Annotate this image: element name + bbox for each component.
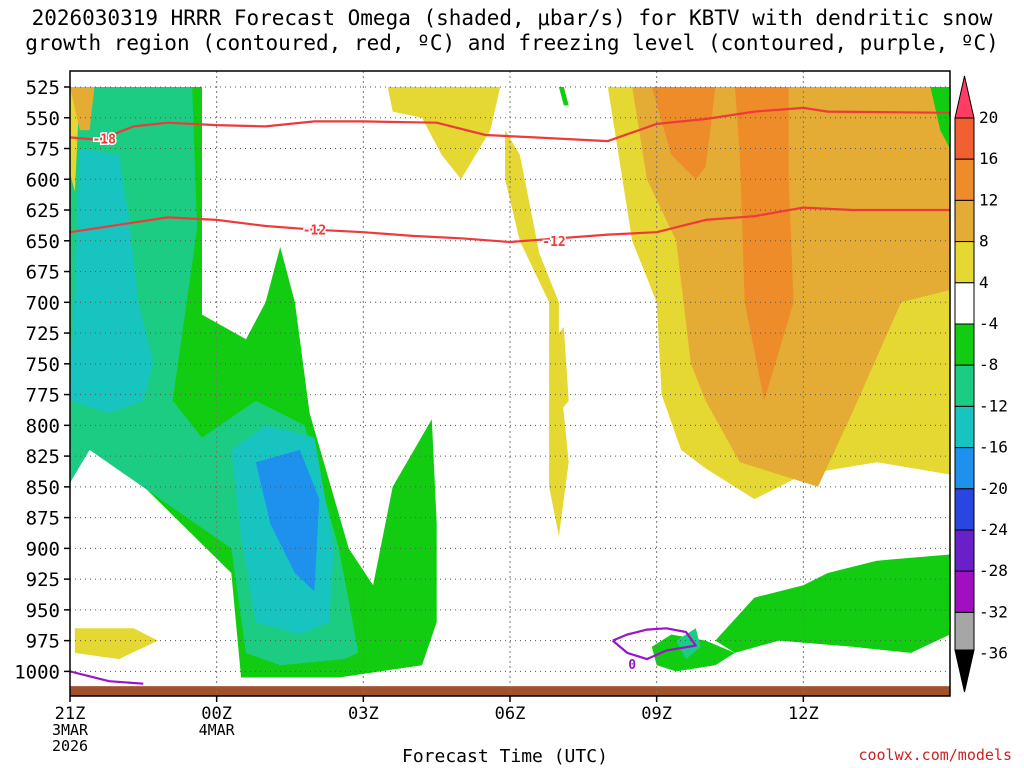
omega-shading — [50, 87, 950, 696]
omega-region--8 — [676, 628, 701, 660]
y-tick-label: 575 — [26, 139, 60, 161]
y-tick-label: 675 — [26, 262, 60, 284]
colorbar-label: -20 — [979, 479, 1008, 498]
colorbar-label: -4 — [979, 314, 998, 333]
x-tick-label: 12Z — [788, 704, 819, 724]
contour-lines: -18 -12 -12 0 — [70, 106, 950, 685]
colorbar-bin — [954, 323, 975, 366]
contour-label: -12 — [542, 235, 565, 250]
colorbar-bin — [954, 364, 975, 407]
colorbar-label: 4 — [979, 273, 989, 292]
colorbar-bin — [954, 199, 975, 243]
x-axis-label: Forecast Time (UTC) — [402, 746, 608, 767]
y-tick-label: 625 — [26, 200, 60, 222]
y-tick-label: 775 — [26, 385, 60, 407]
y-tick-label: 1000 — [14, 661, 60, 683]
chart-title: 2026030319 HRRR Forecast Omega (shaded, … — [0, 6, 1024, 56]
colorbar-label: 16 — [979, 149, 998, 168]
omega-region--12 — [70, 148, 154, 413]
colorbar-label: 8 — [979, 232, 989, 251]
contour-label: 0 — [628, 658, 636, 673]
colorbar-label: -32 — [979, 602, 1008, 621]
title-line-1: 2026030319 HRRR Forecast Omega (shaded, … — [31, 6, 993, 30]
omega-region-4 — [554, 326, 569, 413]
y-tick-label: 600 — [26, 169, 60, 191]
x-tick-label: 06Z — [495, 704, 526, 724]
omega-region-4 — [74, 628, 158, 660]
y-tick-label: 825 — [26, 446, 60, 468]
omega-region--12 — [50, 395, 70, 487]
y-tick-label: 850 — [26, 477, 60, 499]
contour--18 — [70, 106, 950, 143]
x-tick-label: 2026 — [52, 737, 88, 755]
colorbar-label: -24 — [979, 520, 1008, 539]
colorbar-bin — [954, 405, 975, 449]
y-tick-label: 875 — [26, 508, 60, 530]
title-line-2: growth region (contoured, red, ºC) and f… — [25, 31, 999, 55]
omega-region--4 — [715, 554, 950, 653]
y-tick-label: 525 — [26, 77, 60, 99]
omega-region-4 — [387, 87, 501, 180]
site-credit: coolwx.com/models — [858, 746, 1012, 764]
contour-0 — [70, 670, 144, 685]
colorbar-bottom-arrow — [954, 649, 975, 693]
y-tick-label: 700 — [26, 292, 60, 314]
colorbar-label: -36 — [979, 644, 1008, 663]
y-tick-label: 925 — [26, 569, 60, 591]
omega-region-12 — [651, 87, 716, 180]
colorbar-bin — [954, 570, 975, 613]
colorbar-bin — [954, 447, 975, 490]
colorbar-bin — [954, 611, 975, 651]
colorbar-bin — [954, 158, 975, 201]
colorbar-label: 12 — [979, 190, 998, 209]
x-tick-label: 00Z — [201, 704, 232, 724]
omega-region--4 — [651, 634, 735, 672]
y-tick-label: 900 — [26, 538, 60, 560]
colorbar-top-arrow — [954, 75, 975, 119]
omega-region-8 — [70, 87, 95, 131]
contour-label: -12 — [303, 224, 326, 239]
y-tick-label: 750 — [26, 354, 60, 376]
colorbar-label: -16 — [979, 438, 1008, 457]
pressure-axis: 525 550 575 600 625 650 675 700 725 750 775 800 825 8… — [14, 77, 70, 683]
x-tick-label: 3MAR — [52, 721, 89, 739]
x-tick-label: 21Z — [55, 704, 86, 724]
contour--12 — [70, 206, 950, 244]
omega-region--16 — [255, 449, 320, 592]
colorbar-label: 20 — [979, 108, 998, 127]
colorbar-bin — [954, 282, 975, 325]
contour-label: -18 — [92, 133, 116, 148]
y-tick-label: 725 — [26, 323, 60, 345]
contour-0 — [611, 627, 697, 661]
colorbar-label: -12 — [979, 396, 1008, 415]
y-tick-label: 950 — [26, 600, 60, 622]
omega-region-12 — [734, 87, 794, 401]
colorbar-label: -8 — [979, 355, 998, 374]
grid-lines — [69, 71, 950, 696]
y-tick-label: 800 — [26, 415, 60, 437]
y-tick-label: 975 — [26, 631, 60, 653]
colorbar-bin — [954, 241, 975, 284]
colorbar-label: -28 — [979, 561, 1008, 580]
colorbar-bin — [954, 529, 975, 572]
y-tick-label: 550 — [26, 108, 60, 130]
colorbar: 20 16 12 8 4 -4 -8 -12 -16 -20 -24 -28 -32 -36 — [954, 75, 1008, 693]
colorbar-bin — [954, 488, 975, 531]
x-tick-label: 4MAR — [199, 721, 236, 739]
omega-region-4 — [505, 130, 569, 537]
colorbar-bin — [954, 117, 975, 160]
x-tick-label: 09Z — [641, 704, 672, 724]
y-tick-label: 650 — [26, 231, 60, 253]
omega-region--4 — [558, 87, 569, 106]
x-tick-label: 03Z — [348, 704, 379, 724]
